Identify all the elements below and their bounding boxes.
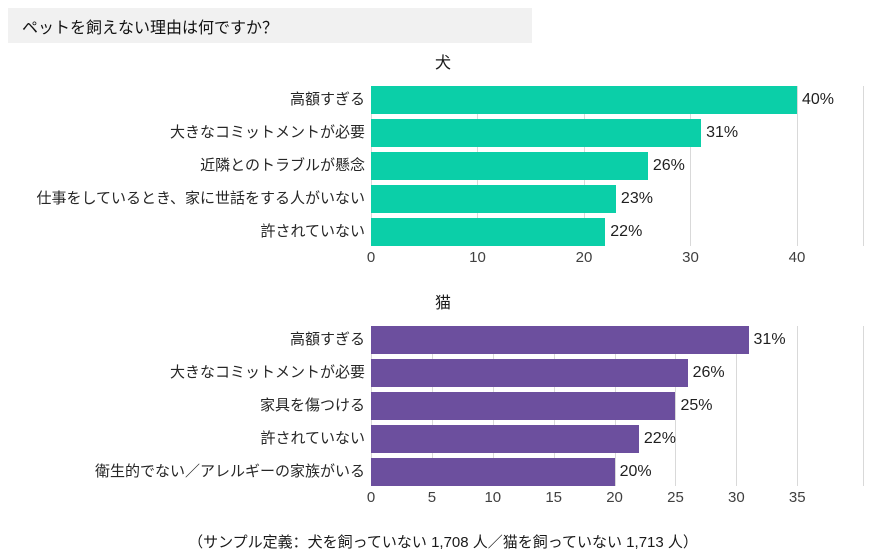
- category-label: 大きなコミットメントが必要: [169, 124, 365, 141]
- bar-track: 20%: [371, 458, 863, 486]
- bar-row: 高額すぎる 40%: [0, 86, 886, 114]
- bar-track: 22%: [371, 425, 863, 453]
- bar-track: 22%: [371, 218, 863, 246]
- gridline: [690, 86, 692, 246]
- value-label: 22%: [610, 223, 643, 240]
- bar-row: 大きなコミットメントが必要 31%: [0, 119, 886, 147]
- x-tick-label: 20: [606, 489, 623, 506]
- bar: [371, 326, 749, 354]
- x-tick-label: 40: [788, 249, 806, 266]
- bar-track: 26%: [371, 359, 863, 387]
- category-label: 許されていない: [260, 223, 365, 240]
- cat-chart-title: 猫: [434, 295, 451, 312]
- bar-track: 26%: [371, 152, 863, 180]
- cat-bar-chart: 猫 高額すぎる 31% 大きなコミットメントが必要 26% 家具を傷つける 25% 許されて…: [0, 290, 886, 508]
- value-label: 23%: [620, 190, 653, 207]
- bar-row: 近隣とのトラブルが懸念 26%: [0, 152, 886, 180]
- cat-x-axis: 0 5 10 15 20 25 30 35: [367, 486, 863, 508]
- gridline: [863, 326, 864, 486]
- bar: [371, 425, 639, 453]
- bar: [371, 152, 648, 180]
- bar-row: 許されていない 22%: [0, 218, 886, 246]
- value-label: 26%: [692, 364, 725, 381]
- x-tick-label: 30: [682, 249, 699, 266]
- value-label: 20%: [619, 463, 652, 480]
- bar-row: 家具を傷つける 25%: [0, 392, 886, 420]
- cat-bar-rows: 高額すぎる 31% 大きなコミットメントが必要 26% 家具を傷つける 25% 許されていな…: [0, 326, 886, 486]
- category-label: 高額すぎる: [289, 91, 365, 108]
- category-label: 大きなコミットメントが必要: [169, 364, 365, 381]
- bar: [371, 185, 616, 213]
- gridline: [797, 326, 799, 486]
- category-label: 衛生的でない／アレルギーの家族がいる: [94, 463, 365, 480]
- category-label: 家具を傷つける: [259, 397, 365, 414]
- gridline: [796, 86, 798, 246]
- category-label: 高額すぎる: [289, 331, 365, 348]
- bar: [371, 392, 676, 420]
- bar-track: 40%: [371, 86, 863, 114]
- bar-track: 23%: [371, 185, 863, 213]
- category-label: 許されていない: [260, 430, 365, 447]
- bar: [371, 119, 702, 147]
- x-tick-label: 10: [484, 489, 502, 506]
- x-tick-label: 5: [427, 489, 437, 506]
- value-label: 40%: [801, 91, 834, 108]
- value-label: 31%: [753, 331, 786, 348]
- cat-chart-plot: 高額すぎる 31% 大きなコミットメントが必要 26% 家具を傷つける 25% 許されていな…: [0, 326, 886, 508]
- value-label: 22%: [643, 430, 676, 447]
- x-tick-label: 10: [469, 249, 486, 266]
- bar-row: 大きなコミットメントが必要 26%: [0, 359, 886, 387]
- x-tick-label: 15: [545, 489, 563, 506]
- category-label: 近隣とのトラブルが懸念: [200, 157, 365, 174]
- value-label: 25%: [680, 397, 713, 414]
- category-label: 仕事をしているとき、家に世話をする人がいない: [36, 190, 365, 207]
- bar-row: 高額すぎる 31%: [0, 326, 886, 354]
- dog-chart-plot: 高額すぎる 40% 大きなコミットメントが必要 31% 近隣とのトラブルが懸念 26% 仕事…: [0, 86, 886, 268]
- x-tick-label: 0: [366, 249, 376, 266]
- dog-bar-chart: 犬 高額すぎる 40% 大きなコミットメントが必要 31% 近隣とのトラブルが懸念 26%…: [0, 50, 886, 268]
- bar-row: 仕事をしているとき、家に世話をする人がいない 23%: [0, 185, 886, 213]
- bar-track: 25%: [371, 392, 863, 420]
- bar: [371, 458, 615, 486]
- bar-track: 31%: [371, 326, 863, 354]
- survey-question-text: ペットを飼えない理由は何ですか？: [22, 19, 279, 37]
- bar: [371, 218, 606, 246]
- bar-row: 衛生的でない／アレルギーの家族がいる 20%: [0, 458, 886, 486]
- gridline: [675, 326, 677, 486]
- x-tick-label: 35: [788, 489, 806, 506]
- bar: [371, 86, 797, 114]
- x-tick-label: 0: [366, 489, 376, 506]
- x-tick-label: 25: [667, 489, 684, 506]
- bar-row: 許されていない 22%: [0, 425, 886, 453]
- value-label: 31%: [706, 124, 739, 141]
- value-label: 26%: [652, 157, 685, 174]
- gridline: [863, 86, 864, 246]
- bar: [371, 359, 688, 387]
- dog-x-axis: 0 10 20 30 40: [367, 246, 863, 268]
- x-tick-label: 20: [575, 249, 593, 266]
- gridline: [736, 326, 738, 486]
- survey-question-title: ペットを飼えない理由は何ですか？: [8, 8, 532, 43]
- bar-track: 31%: [371, 119, 863, 147]
- x-tick-label: 30: [728, 489, 745, 506]
- dog-bar-rows: 高額すぎる 40% 大きなコミットメントが必要 31% 近隣とのトラブルが懸念 26% 仕事…: [0, 86, 886, 246]
- dog-chart-title: 犬: [434, 55, 451, 72]
- sample-definition-note: （サンプル定義：犬を飼っていない 1,708 人／猫を飼っていない 1,713 …: [188, 534, 698, 551]
